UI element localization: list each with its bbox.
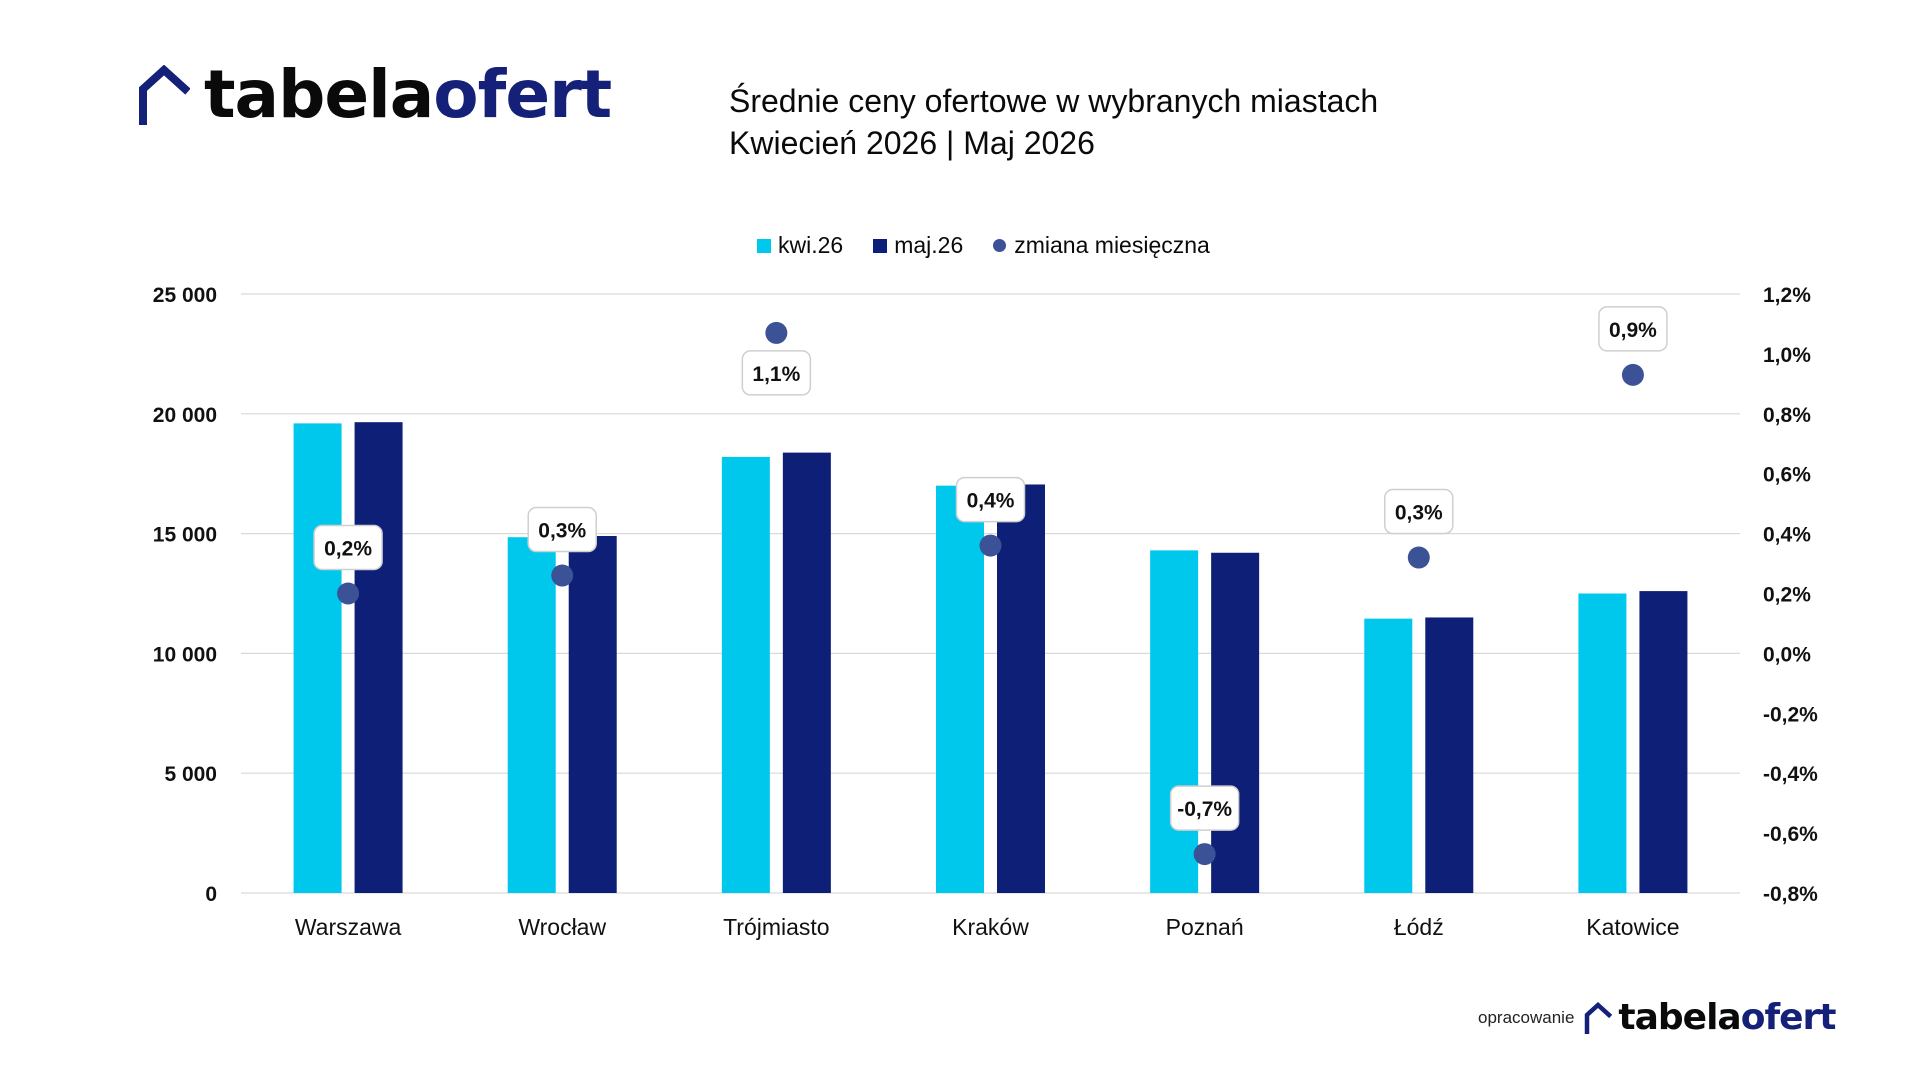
footer-wordmark: tabelaofert	[1618, 997, 1837, 1038]
bar-kwi	[721, 456, 770, 893]
bar-kwi	[1578, 593, 1627, 893]
category-label: Warszawa	[295, 914, 402, 940]
bar-maj	[782, 452, 831, 893]
brand-wordmark: tabelaofert	[204, 62, 612, 128]
footer-caption: opracowanie	[1478, 1008, 1575, 1027]
change-data-label: -0,7%	[1177, 798, 1232, 821]
bar-maj	[1425, 617, 1474, 893]
right-axis-tick-label: 1,2%	[1763, 284, 1811, 307]
right-axis-tick-label: 0,2%	[1763, 584, 1811, 607]
right-axis-tick-label: 1,0%	[1763, 344, 1811, 367]
change-marker	[337, 582, 360, 605]
chart-legend: kwi.26 maj.26 zmiana miesięczna	[757, 232, 1240, 259]
legend-item-change: zmiana miesięczna	[993, 232, 1210, 259]
right-axis-tick-label: -0,8%	[1763, 883, 1818, 906]
chart-title-line1: Średnie ceny ofertowe w wybranych miasta…	[729, 83, 1379, 119]
chart-title: Średnie ceny ofertowe w wybranych miasta…	[729, 80, 1378, 164]
legend-swatch-kwi	[757, 238, 771, 253]
change-label-box	[1384, 488, 1454, 535]
right-axis-tick-label: -0,4%	[1763, 763, 1818, 786]
category-label: Poznań	[1166, 914, 1244, 940]
bar-maj	[354, 422, 403, 893]
change-marker	[979, 534, 1002, 557]
legend-item-maj: maj.26	[873, 232, 963, 259]
change-marker	[551, 564, 574, 587]
right-axis-tick-label: -0,6%	[1763, 823, 1818, 846]
change-marker	[1193, 843, 1216, 866]
left-axis-tick-label: 15 000	[153, 524, 217, 547]
category-label: Wrocław	[518, 914, 606, 940]
bar-maj	[1639, 591, 1688, 893]
brand-wordmark-part2: ofert	[433, 56, 612, 133]
bar-kwi	[936, 485, 984, 893]
footer-wordmark-part2: ofert	[1740, 997, 1837, 1038]
change-label-box	[741, 350, 812, 396]
right-axis-tick-label: 0,6%	[1763, 464, 1811, 487]
change-marker	[1621, 363, 1644, 386]
bar-kwi	[507, 537, 556, 893]
bar-kwi	[1150, 550, 1199, 893]
footer-credit: opracowanie tabelaofert	[1478, 997, 1837, 1038]
change-data-label: 0,4%	[967, 490, 1015, 513]
category-label: Trójmiasto	[723, 914, 830, 940]
change-label-box	[1169, 785, 1240, 831]
change-data-label: 0,9%	[1609, 319, 1657, 342]
change-data-label: 0,3%	[538, 520, 586, 543]
bar-maj	[1211, 552, 1260, 893]
right-axis-tick-label: 0,4%	[1763, 524, 1811, 547]
right-axis-tick-label: 0,0%	[1763, 643, 1811, 666]
chart-title-line2: Kwiecień 2026 | Maj 2026	[729, 125, 1095, 161]
footer-wordmark-part1: tabela	[1618, 997, 1741, 1038]
change-label-box	[527, 506, 597, 553]
category-label: Łódź	[1394, 914, 1444, 940]
bar-maj	[997, 484, 1045, 893]
legend-label-maj: maj.26	[894, 232, 964, 258]
legend-label-kwi: kwi.26	[778, 232, 844, 258]
bar-maj	[568, 535, 617, 893]
brand-wordmark-part1: tabela	[204, 56, 434, 133]
right-axis-tick-label: 0,8%	[1763, 404, 1811, 427]
category-label: Katowice	[1586, 914, 1679, 940]
change-label-box	[313, 524, 383, 571]
left-axis-tick-label: 5 000	[164, 763, 217, 786]
bar-kwi	[1364, 618, 1413, 893]
left-axis-tick-label: 20 000	[153, 404, 217, 427]
right-axis-tick-label: -0,2%	[1763, 703, 1818, 726]
bar-kwi	[293, 423, 342, 893]
change-marker	[1407, 546, 1430, 569]
change-data-label: 1,1%	[752, 363, 800, 386]
left-axis-tick-label: 10 000	[153, 643, 217, 666]
category-label: Kraków	[952, 914, 1029, 940]
legend-item-kwi: kwi.26	[757, 232, 843, 259]
change-label-box	[1598, 306, 1668, 352]
legend-swatch-maj	[873, 238, 888, 253]
left-axis-tick-label: 0	[205, 883, 217, 906]
change-marker	[765, 321, 788, 344]
house-icon	[139, 65, 190, 125]
legend-marker-change	[993, 239, 1007, 252]
left-axis-tick-label: 25 000	[153, 284, 217, 307]
house-icon-small	[1585, 1002, 1613, 1034]
brand-logo: tabelaofert	[138, 62, 612, 128]
change-label-box	[955, 476, 1026, 523]
legend-label-change: zmiana miesięczna	[1014, 232, 1210, 258]
change-data-label: 0,2%	[324, 538, 372, 561]
change-data-label: 0,3%	[1395, 502, 1443, 525]
